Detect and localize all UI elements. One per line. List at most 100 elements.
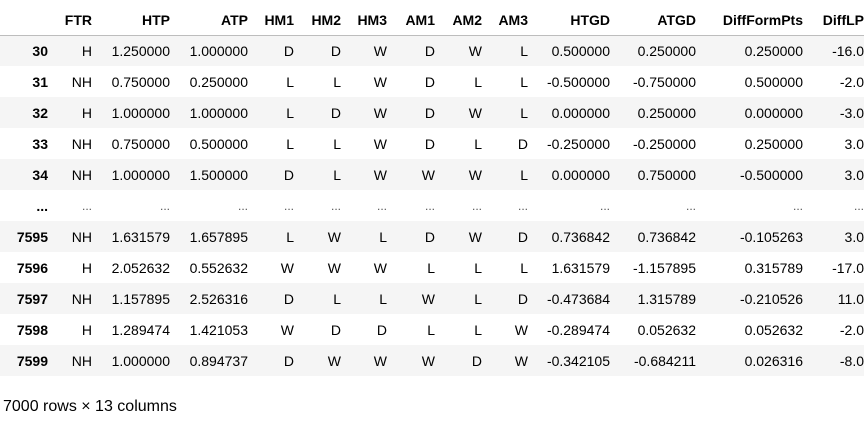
table-cell: W xyxy=(327,352,341,369)
table-cell: W xyxy=(327,259,341,276)
table-body: 30 H 1.250000 1.000000 D D W D W L 0.500000 0.25000… xyxy=(0,35,864,376)
table-cell: L xyxy=(333,73,341,90)
column-header: HTGD xyxy=(528,4,610,36)
table-cell: 3.0 xyxy=(844,228,864,245)
table-row: 7598 H 1.289474 1.421053 W D D L L W -0.289474 0.05… xyxy=(0,314,864,345)
table-cell: W xyxy=(421,290,435,307)
table-cell: NH xyxy=(71,352,92,369)
table-cell: 1.289474 xyxy=(111,321,170,338)
table-cell: 0.250000 xyxy=(744,42,803,59)
table-row: 7596 H 2.052632 0.552632 W W W L L L 1.631579 -1.15… xyxy=(0,252,864,283)
table-cell: 0.250000 xyxy=(189,73,248,90)
table-cell: -0.342105 xyxy=(546,352,610,369)
column-header: HM2 xyxy=(294,4,341,36)
table-cell: H xyxy=(81,259,92,276)
row-index: 31 xyxy=(32,73,48,90)
column-header: AM2 xyxy=(435,4,482,36)
table-cell: L xyxy=(520,73,528,90)
table-cell: L xyxy=(520,259,528,276)
dataframe-output: FTR HTP ATP HM1 HM2 HM3 AM1 AM2 AM3 HTGD ATGD DiffF… xyxy=(0,4,864,376)
table-cell: W xyxy=(280,259,294,276)
table-cell: -2.0 xyxy=(839,321,864,338)
table-cell: ... xyxy=(792,198,803,213)
row-index: 32 xyxy=(32,104,48,121)
table-cell: H xyxy=(81,321,92,338)
table-cell: -0.500000 xyxy=(739,166,803,183)
table-cell: L xyxy=(474,259,482,276)
table-cell: L xyxy=(474,73,482,90)
table-cell: 1.000000 xyxy=(111,166,170,183)
table-cell: L xyxy=(286,135,294,152)
table-row: 32 H 1.000000 1.000000 L D W D W L 0.000000 0.25000… xyxy=(0,97,864,128)
table-cell: -0.250000 xyxy=(546,135,610,152)
table-cell: L xyxy=(520,104,528,121)
index-header xyxy=(0,4,48,36)
table-cell: D xyxy=(517,135,528,152)
table-cell: 1.500000 xyxy=(189,166,248,183)
table-cell: -0.105263 xyxy=(739,228,803,245)
table-cell: D xyxy=(330,104,341,121)
table-cell: -8.0 xyxy=(839,352,864,369)
table-cell: 11.0 xyxy=(837,290,864,307)
table-cell: 1.631579 xyxy=(551,259,610,276)
column-header: DiffFormPts xyxy=(696,4,803,36)
table-cell: L xyxy=(474,290,482,307)
table-cell: D xyxy=(517,290,528,307)
table-cell: ... xyxy=(237,198,248,213)
header-row: FTR HTP ATP HM1 HM2 HM3 AM1 AM2 AM3 HTGD ATGD DiffF… xyxy=(0,4,864,36)
table-cell: NH xyxy=(71,135,92,152)
table-cell: -3.0 xyxy=(839,104,864,121)
table-cell: W xyxy=(280,321,294,338)
table-cell: 0.500000 xyxy=(744,73,803,90)
column-header: HM3 xyxy=(341,4,387,36)
table-cell: -17.0 xyxy=(832,259,864,276)
table-cell: 0.000000 xyxy=(551,166,610,183)
table-cell: ... xyxy=(599,198,610,213)
table-row: 33 NH 0.750000 0.500000 L L W D L D -0.250000 -0.25… xyxy=(0,128,864,159)
table-cell: ... xyxy=(853,198,864,213)
table-cell: W xyxy=(373,73,387,90)
table-cell: L xyxy=(286,228,294,245)
row-index: 7597 xyxy=(16,290,48,307)
shape-summary: 7000 rows × 13 columns xyxy=(3,398,177,415)
table-cell: ... xyxy=(517,198,528,213)
row-index: 30 xyxy=(32,42,48,59)
column-header: ATGD xyxy=(610,4,696,36)
table-cell: D xyxy=(283,42,294,59)
table-cell: 0.250000 xyxy=(637,42,696,59)
column-header: ATP xyxy=(170,4,248,36)
table-cell: L xyxy=(379,228,387,245)
row-index: 33 xyxy=(32,135,48,152)
table-cell: ... xyxy=(685,198,696,213)
table-cell: L xyxy=(333,135,341,152)
table-cell: D xyxy=(330,321,341,338)
table-cell: ... xyxy=(376,198,387,213)
table-cell: 1.157895 xyxy=(111,290,170,307)
table-cell: W xyxy=(421,352,435,369)
table-cell: W xyxy=(421,166,435,183)
table-cell: 1.000000 xyxy=(111,352,170,369)
table-cell: -0.500000 xyxy=(546,73,610,90)
table-cell: 0.552632 xyxy=(189,259,248,276)
table-cell: 1.315789 xyxy=(637,290,696,307)
table-cell: 0.000000 xyxy=(744,104,803,121)
row-index: 7595 xyxy=(16,228,48,245)
table-cell: D xyxy=(376,321,387,338)
table-cell: -0.289474 xyxy=(546,321,610,338)
table-cell: L xyxy=(333,166,341,183)
table-row: 30 H 1.250000 1.000000 D D W D W L 0.500000 0.25000… xyxy=(0,35,864,66)
table-cell: -0.250000 xyxy=(632,135,696,152)
table-cell: W xyxy=(327,228,341,245)
table-cell: W xyxy=(468,166,482,183)
table-cell: D xyxy=(424,42,435,59)
table-cell: W xyxy=(373,104,387,121)
ellipsis-row: ........................................… xyxy=(0,190,864,221)
table-cell: ... xyxy=(330,198,341,213)
table-cell: 1.000000 xyxy=(189,42,248,59)
table-cell: ... xyxy=(81,198,92,213)
column-header: HM1 xyxy=(248,4,294,36)
table-cell: 0.750000 xyxy=(111,73,170,90)
table-cell: ... xyxy=(424,198,435,213)
row-index: 7599 xyxy=(16,352,48,369)
table-cell: 2.526316 xyxy=(189,290,248,307)
